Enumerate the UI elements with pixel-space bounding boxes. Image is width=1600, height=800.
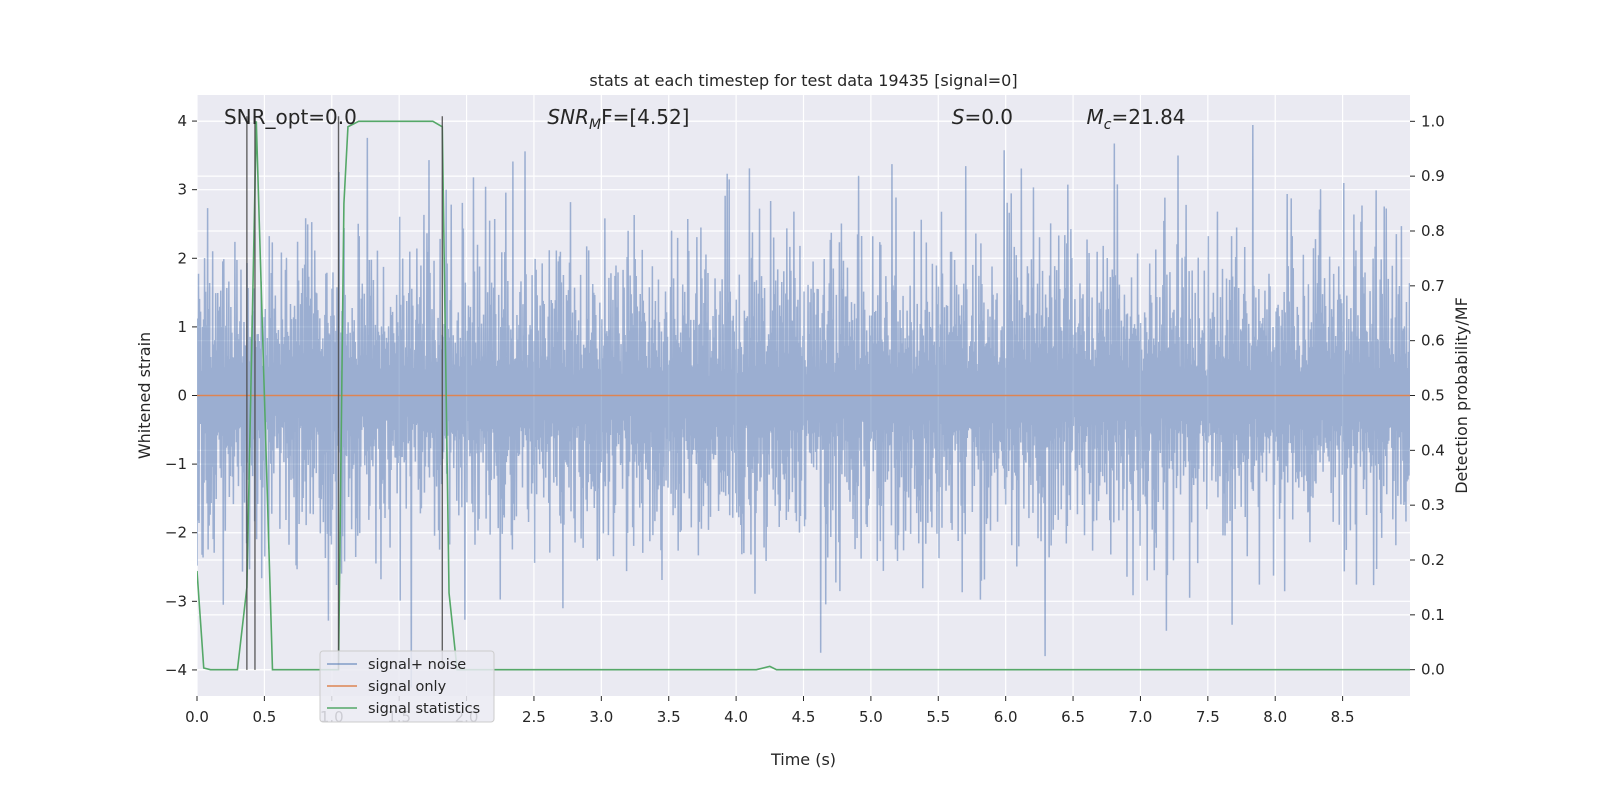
series-signal-statistics-line [197,120,1410,671]
x-tick-label: 5.0 [859,708,883,726]
legend: signal+ noise signal only signal statistic… [319,650,495,723]
y-right-tick-label: 0.5 [1421,387,1445,405]
y-right-tick-label: 0.8 [1421,222,1445,240]
x-tick-label: 6.0 [994,708,1018,726]
y-tick-label: 1 [177,318,187,336]
annotations: SNR_opt=0.0 SNRMF=[4.52] S=0.0 Mc=21.84 [224,105,1186,133]
annotation-value: F=[4.52] [601,105,689,129]
y-right-tick-label: 0.4 [1421,441,1445,459]
x-tick-label: 7.5 [1196,708,1220,726]
annotation-value: =0.0 [964,105,1013,129]
x-tick-label: 4.5 [792,708,816,726]
y-axis-title: Whitened strain [135,332,154,459]
y-right-tick-label: 0.9 [1421,167,1445,185]
y-tick-label: 2 [177,249,187,267]
x-tick-label: 3.0 [589,708,613,726]
y-right-tick-label: 0.1 [1421,606,1445,624]
y-right-tick-label: 0.2 [1421,551,1445,569]
y-right-tick-label: 0.7 [1421,277,1445,295]
x-axis-title: Time (s) [770,750,836,769]
y-tick-label: 3 [177,181,187,199]
x-tick-label: 4.0 [724,708,748,726]
annotation-snr-opt: SNR_opt=0.0 [224,105,357,129]
chart-title: stats at each timestep for test data 194… [589,71,1017,90]
legend-label: signal+ noise [368,657,466,673]
annotation-s-value: S=0.0 [952,105,1013,129]
y-right-tick-label: 0.3 [1421,496,1445,514]
y-tick-label: −1 [165,455,187,473]
y-axis-title-right: Detection probability/MF [1452,297,1471,494]
annotation-value: =21.84 [1112,105,1186,129]
y-tick-label: −2 [165,524,187,542]
x-tick-label: 6.5 [1061,708,1085,726]
legend-box [319,650,495,723]
y-right-tick-label: 1.0 [1421,112,1445,130]
legend-label: signal statistics [368,701,480,717]
series-layer [197,120,1410,688]
annotation-subscript: c [1104,117,1112,133]
x-tick-label: 5.5 [926,708,950,726]
annotation-subscript: M [589,117,601,133]
x-tick-label: 0.0 [185,708,209,726]
x-tick-label: 8.5 [1331,708,1355,726]
y-tick-label: −4 [165,661,187,679]
annotation-chirp-mass: Mc=21.84 [1087,105,1186,133]
annotation-snr-mf: SNRMF=[4.52] [547,105,689,133]
x-tick-label: 7.0 [1129,708,1153,726]
x-tick-label: 0.5 [252,708,276,726]
x-tick-label: 2.5 [522,708,546,726]
vline-layer [246,116,443,670]
y-tick-label: −3 [165,592,187,610]
y-tick-label: 0 [177,387,187,405]
annotation-symbol: SNR [547,105,589,129]
series-signal-noise-line [197,124,1410,688]
y-right-tick-label: 0.6 [1421,332,1445,350]
y-right-tick-label: 0.0 [1421,661,1445,679]
legend-label: signal only [368,679,447,695]
x-tick-label: 3.5 [657,708,681,726]
y-tick-label: 4 [177,112,187,130]
annotation-symbol: S [952,105,965,129]
x-tick-label: 8.0 [1263,708,1287,726]
annotation-symbol: M [1087,105,1104,129]
